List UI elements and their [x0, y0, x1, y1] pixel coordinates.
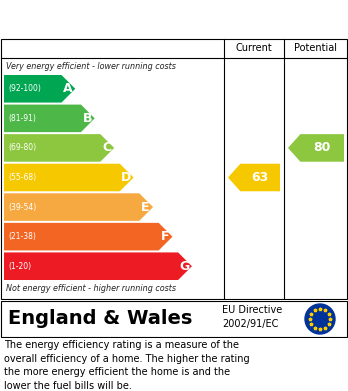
Text: (39-54): (39-54)	[8, 203, 36, 212]
Text: (21-38): (21-38)	[8, 232, 36, 241]
Polygon shape	[4, 193, 153, 221]
Text: 80: 80	[314, 142, 331, 154]
Text: E: E	[141, 201, 150, 213]
Text: D: D	[121, 171, 131, 184]
Text: EU Directive
2002/91/EC: EU Directive 2002/91/EC	[222, 305, 282, 329]
Text: Energy Efficiency Rating: Energy Efficiency Rating	[8, 10, 237, 28]
Text: (69-80): (69-80)	[8, 143, 36, 152]
Polygon shape	[4, 104, 95, 132]
Text: A: A	[63, 82, 72, 95]
Polygon shape	[4, 75, 75, 102]
Polygon shape	[228, 164, 280, 191]
Text: (1-20): (1-20)	[8, 262, 31, 271]
Text: England & Wales: England & Wales	[8, 310, 192, 328]
Text: Current: Current	[236, 43, 272, 53]
Text: Very energy efficient - lower running costs: Very energy efficient - lower running co…	[6, 62, 176, 71]
Text: Not energy efficient - higher running costs: Not energy efficient - higher running co…	[6, 284, 176, 293]
Polygon shape	[4, 223, 173, 250]
Text: Potential: Potential	[294, 43, 337, 53]
Text: (92-100): (92-100)	[8, 84, 41, 93]
Polygon shape	[288, 134, 344, 162]
Text: 63: 63	[252, 171, 269, 184]
Text: F: F	[161, 230, 169, 243]
Circle shape	[305, 304, 335, 334]
Text: (81-91): (81-91)	[8, 114, 36, 123]
Text: B: B	[82, 112, 92, 125]
Text: G: G	[179, 260, 189, 273]
Text: C: C	[102, 142, 111, 154]
Text: (55-68): (55-68)	[8, 173, 36, 182]
Polygon shape	[4, 134, 114, 162]
Text: The energy efficiency rating is a measure of the
overall efficiency of a home. T: The energy efficiency rating is a measur…	[4, 340, 250, 391]
Polygon shape	[4, 253, 192, 280]
Polygon shape	[4, 164, 134, 191]
